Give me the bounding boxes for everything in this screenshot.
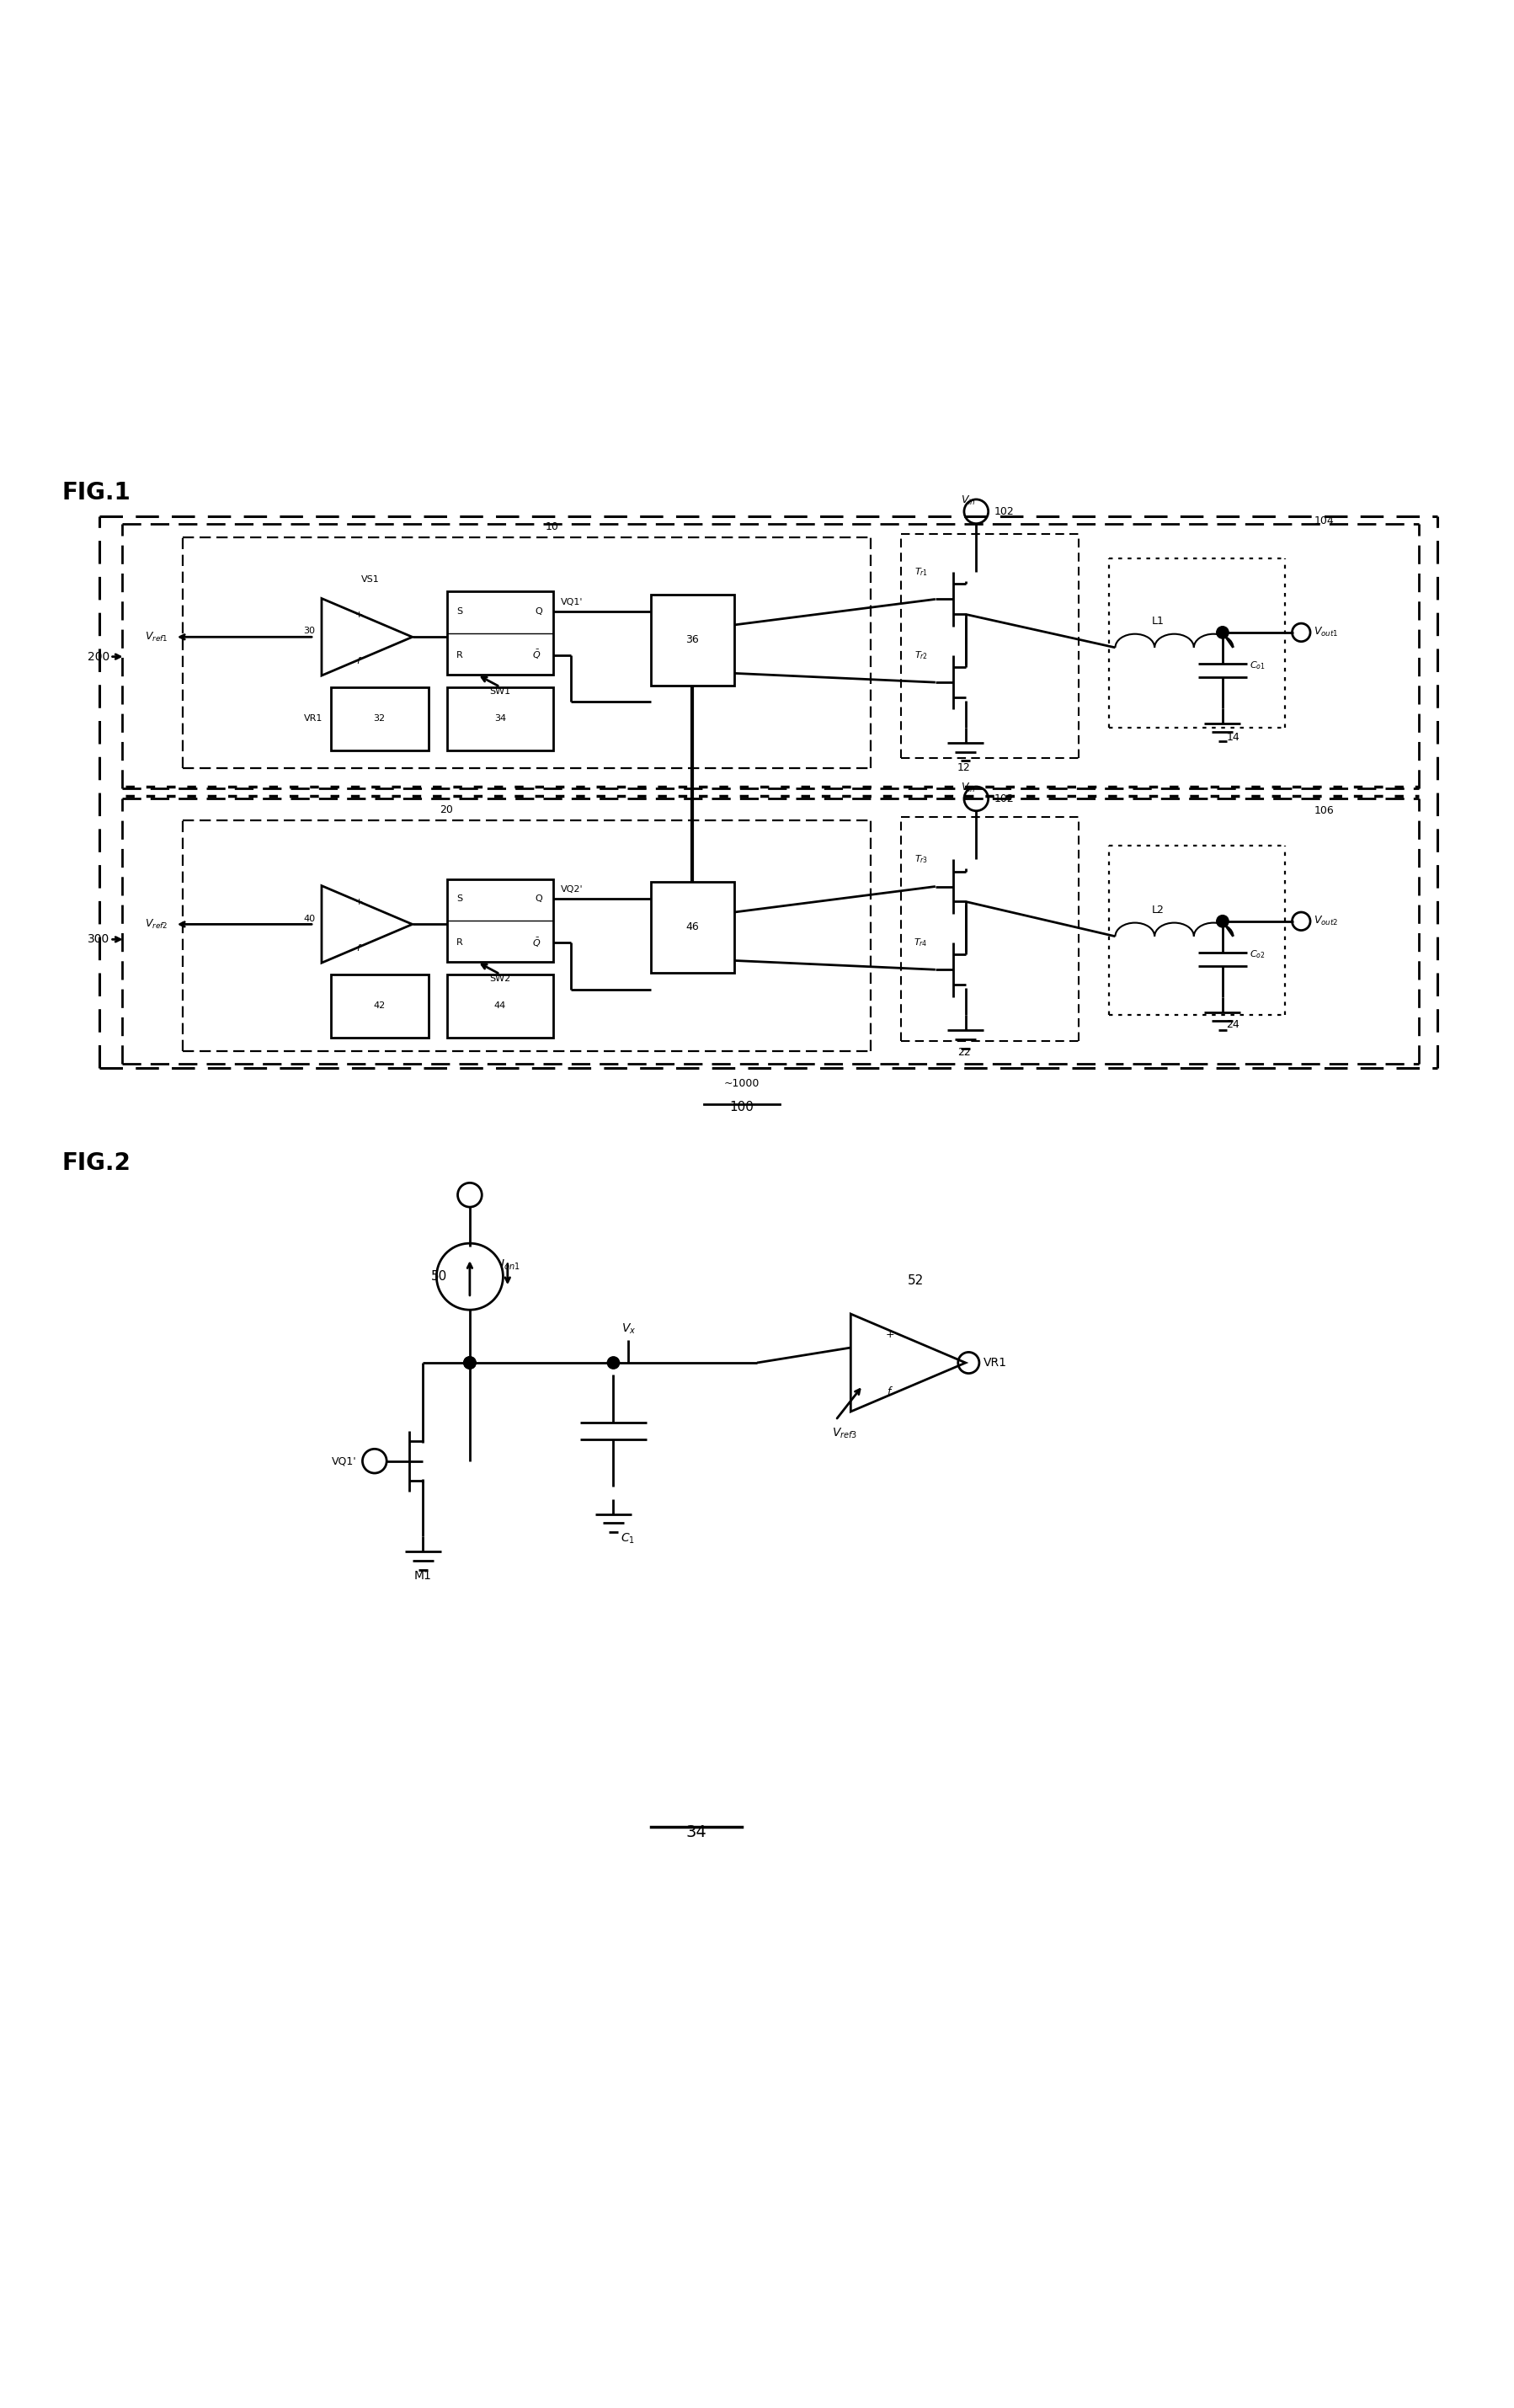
- Text: SW1: SW1: [489, 686, 510, 696]
- Text: 102: 102: [995, 506, 1014, 518]
- Text: 20: 20: [439, 804, 453, 816]
- Text: $V_{ref1}$: $V_{ref1}$: [144, 631, 168, 643]
- Text: 22: 22: [957, 1047, 970, 1057]
- Text: Q: Q: [534, 607, 542, 616]
- Text: 34: 34: [494, 715, 506, 722]
- Text: $C_{o2}$: $C_{o2}$: [1249, 949, 1266, 961]
- Text: 34: 34: [686, 1823, 707, 1840]
- Text: FIG.1: FIG.1: [62, 482, 130, 506]
- Text: $T_{r1}$: $T_{r1}$: [914, 566, 928, 578]
- Text: $f$: $f$: [887, 1385, 893, 1397]
- Text: SW2: SW2: [489, 975, 510, 982]
- Text: $V_{out2}$: $V_{out2}$: [1313, 915, 1338, 927]
- Bar: [651, 595, 734, 686]
- Text: 42: 42: [372, 1002, 385, 1009]
- Text: $T_{r3}$: $T_{r3}$: [914, 852, 928, 864]
- Bar: [651, 881, 734, 973]
- Text: $C_1$: $C_1$: [621, 1531, 636, 1546]
- Text: FIG.2: FIG.2: [62, 1151, 130, 1175]
- Text: 14: 14: [1226, 732, 1240, 744]
- Text: 10: 10: [545, 523, 559, 532]
- Text: R: R: [456, 939, 463, 946]
- Text: VQ1': VQ1': [332, 1454, 356, 1466]
- Text: $f$: $f$: [356, 655, 362, 665]
- Text: VR1: VR1: [984, 1356, 1007, 1368]
- Text: 106: 106: [1314, 804, 1334, 816]
- Text: +: +: [356, 898, 363, 905]
- Text: ~1000: ~1000: [724, 1079, 760, 1088]
- Text: 100: 100: [730, 1100, 754, 1115]
- Circle shape: [607, 1356, 619, 1368]
- Text: VS1: VS1: [360, 576, 378, 585]
- Text: $V_x$: $V_x$: [621, 1322, 636, 1336]
- Circle shape: [1217, 915, 1229, 927]
- Text: 200: 200: [88, 650, 111, 662]
- Text: 32: 32: [372, 715, 385, 722]
- Text: +: +: [356, 609, 363, 619]
- Bar: [447, 879, 553, 963]
- Text: 50: 50: [431, 1271, 447, 1283]
- Text: $\bar{Q}$: $\bar{Q}$: [531, 937, 540, 949]
- Text: $T_{r2}$: $T_{r2}$: [914, 650, 928, 660]
- Text: 30: 30: [304, 626, 315, 636]
- Text: $I_{on1}$: $I_{on1}$: [500, 1257, 519, 1271]
- Bar: [447, 686, 553, 751]
- Text: VR1: VR1: [304, 715, 322, 722]
- Bar: [330, 686, 428, 751]
- Text: $\bar{Q}$: $\bar{Q}$: [531, 648, 540, 662]
- Text: 44: 44: [494, 1002, 506, 1009]
- Text: M1: M1: [415, 1570, 431, 1582]
- Text: S: S: [456, 607, 462, 616]
- Text: L2: L2: [1151, 905, 1164, 915]
- Text: $V_{in}$: $V_{in}$: [961, 494, 977, 508]
- Text: $V_{ref3}$: $V_{ref3}$: [831, 1426, 857, 1440]
- Text: VQ2': VQ2': [560, 886, 583, 893]
- Text: Q: Q: [534, 893, 542, 903]
- Circle shape: [1217, 626, 1229, 638]
- Text: 24: 24: [1226, 1019, 1240, 1031]
- Text: 300: 300: [88, 934, 111, 946]
- Text: 46: 46: [686, 922, 698, 932]
- Text: R: R: [456, 650, 463, 660]
- Bar: [447, 592, 553, 674]
- Text: $V_{out1}$: $V_{out1}$: [1313, 626, 1338, 638]
- Text: 12: 12: [957, 763, 970, 773]
- Circle shape: [463, 1356, 475, 1368]
- Text: $f$: $f$: [356, 942, 362, 954]
- Text: 36: 36: [686, 636, 698, 645]
- Text: $C_{o1}$: $C_{o1}$: [1249, 660, 1266, 672]
- Text: $T_{r4}$: $T_{r4}$: [914, 937, 928, 949]
- Text: 102: 102: [995, 792, 1014, 804]
- Text: $V_{ref2}$: $V_{ref2}$: [144, 917, 168, 929]
- Circle shape: [463, 1356, 475, 1368]
- Text: 52: 52: [907, 1274, 924, 1288]
- Bar: [447, 975, 553, 1038]
- Text: L1: L1: [1151, 616, 1164, 626]
- Text: 40: 40: [304, 915, 315, 922]
- Text: +: +: [886, 1329, 895, 1341]
- Text: S: S: [456, 893, 462, 903]
- Bar: [330, 975, 428, 1038]
- Text: 104: 104: [1314, 515, 1334, 525]
- Text: VQ1': VQ1': [560, 597, 583, 607]
- Text: $V_{in}$: $V_{in}$: [961, 783, 977, 795]
